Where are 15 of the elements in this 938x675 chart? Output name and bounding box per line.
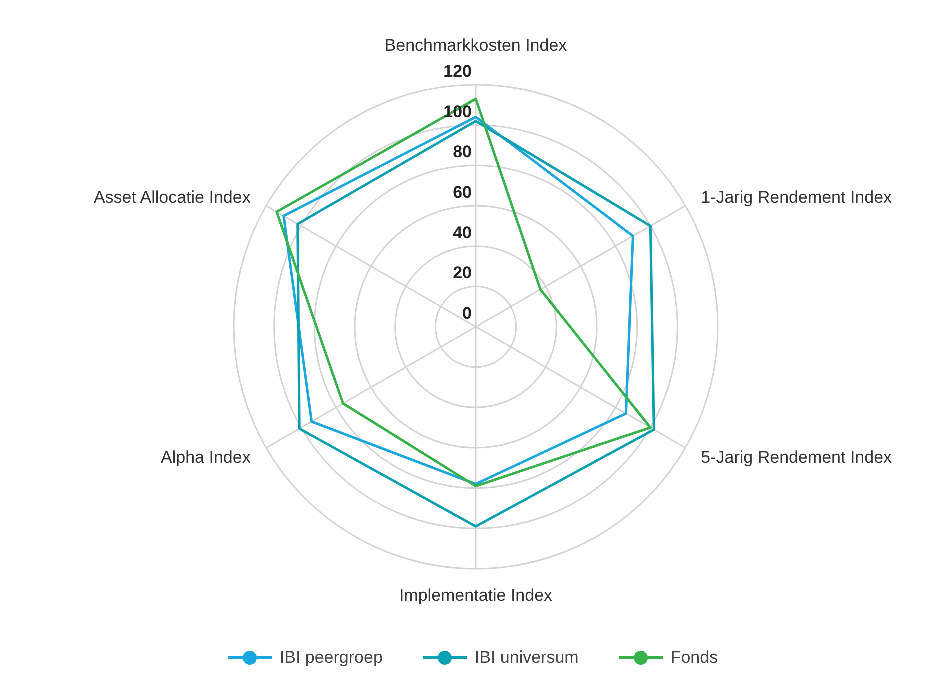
- legend-label: IBI universum: [474, 648, 579, 668]
- y-tick-label: 80: [453, 142, 472, 162]
- spoke-label: Benchmarkkosten Index: [384, 36, 568, 55]
- spoke-label: Alpha Index: [161, 448, 252, 467]
- legend-label: IBI peergroep: [280, 648, 383, 668]
- spoke-label: Asset Allocatie Index: [94, 188, 252, 207]
- y-tick-label: 120: [444, 62, 472, 81]
- y-tick-label: 20: [453, 264, 472, 283]
- spoke-label: 1-Jarig Rendement Index: [701, 188, 893, 207]
- y-tick-label: 40: [453, 223, 472, 242]
- spoke-label: Implementatie Index: [399, 586, 554, 605]
- y-tick-label: 60: [453, 183, 472, 202]
- legend-label: Fonds: [670, 648, 718, 668]
- spoke-label: 5-Jarig Rendement Index: [701, 448, 893, 467]
- y-tick-label: 0: [462, 304, 472, 323]
